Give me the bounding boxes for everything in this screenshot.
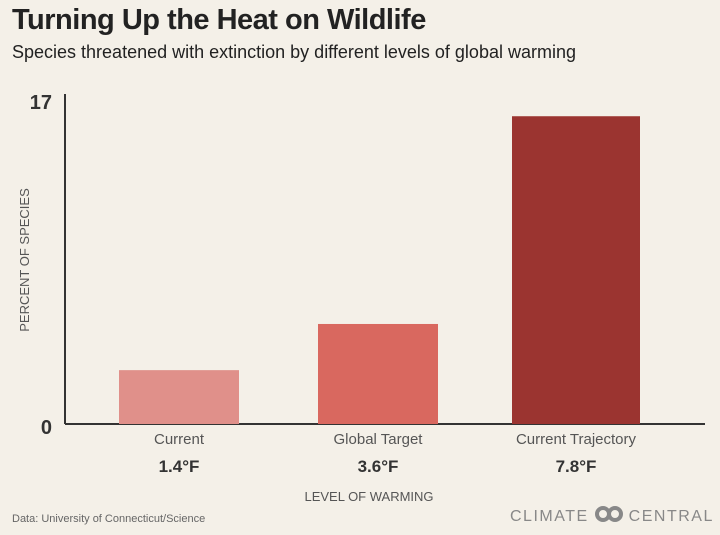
chart-subtitle: Species threatened with extinction by di…: [12, 42, 576, 62]
bar-current: [119, 370, 239, 424]
y-axis-label: PERCENT OF SPECIES: [17, 188, 32, 332]
y-tick-label: 17: [30, 92, 52, 114]
source-note: Data: University of Connecticut/Science: [12, 513, 206, 525]
logo-text-right: CENTRAL: [628, 507, 714, 525]
climate-central-logo: CLIMATE CENTRAL: [510, 506, 714, 527]
x-tick-sublabel: 1.4°F: [159, 457, 200, 476]
y-tick-label: 0: [41, 417, 52, 439]
chart-title: Turning Up the Heat on Wildlife: [12, 4, 426, 36]
logo-text-left: CLIMATE: [510, 507, 589, 525]
logo-rings-icon: [594, 506, 623, 527]
x-tick-label: Current: [154, 431, 205, 448]
x-tick-label: Current Trajectory: [516, 431, 637, 448]
x-tick-sublabel: 7.8°F: [556, 457, 597, 476]
bar-current-trajectory: [512, 116, 640, 424]
bar-global-target: [318, 323, 438, 424]
x-tick-sublabel: 3.6°F: [358, 457, 399, 476]
x-tick-label: Global Target: [334, 431, 424, 448]
x-axis-label: LEVEL OF WARMING: [304, 489, 433, 504]
